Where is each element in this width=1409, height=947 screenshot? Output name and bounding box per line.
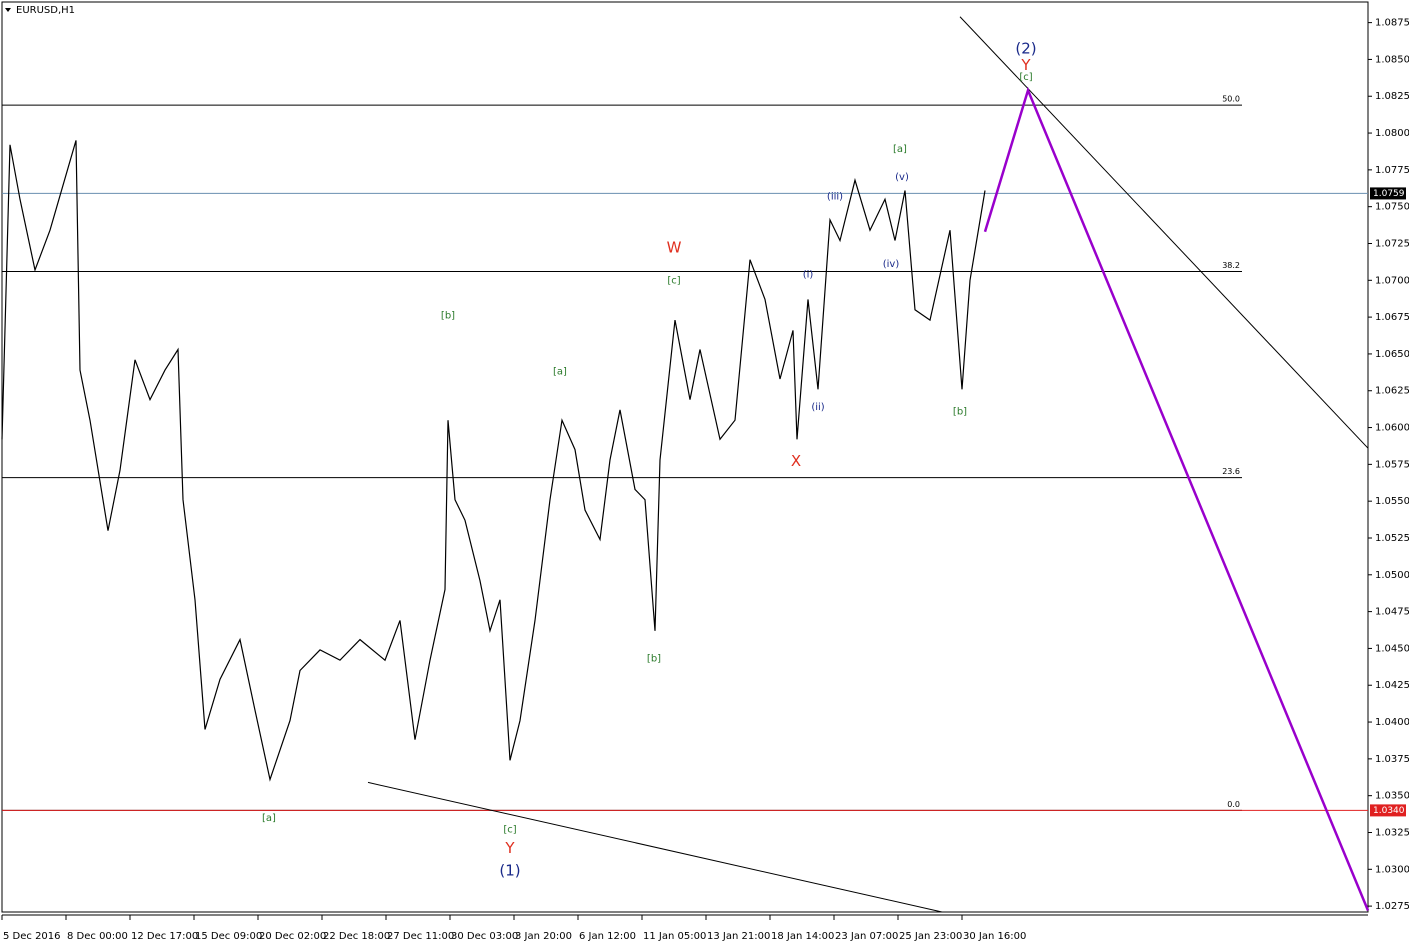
x-tick-label: 6 Jan 12:00 [579,931,636,942]
wave-label: Y [1020,56,1031,74]
x-tick-label: 25 Jan 23:00 [899,931,962,942]
wave-label: W [667,238,682,256]
y-tick-label: 1.0650 [1375,349,1409,360]
y-tick-label: 1.0325 [1375,827,1409,838]
wave-label: [c] [503,825,516,836]
plot-frame [1,1,1369,913]
y-tick-label: 1.0450 [1375,643,1409,654]
fib-label: 23.6 [1222,467,1240,476]
fib-label: 38.2 [1222,261,1240,270]
y-tick-label: 1.0875 [1375,18,1409,29]
y-tick-label: 1.0725 [1375,238,1409,249]
y-tick-label: 1.0475 [1375,607,1409,618]
current-price-label: 1.0759 [1373,189,1405,199]
y-tick-label: 1.0600 [1375,423,1409,434]
wave-label: [b] [953,406,967,417]
chart-title: EURUSD,H1 [16,5,75,16]
y-tick-label: 1.0675 [1375,312,1409,323]
x-tick-label: 18 Jan 14:00 [771,931,834,942]
wave-label: [a] [553,367,567,378]
wave-label: X [791,452,801,470]
x-tick-label: 13 Jan 21:00 [707,931,770,942]
menu-arrow [5,8,11,12]
y-tick-label: 1.0700 [1375,275,1409,286]
y-tick-label: 1.0275 [1375,901,1409,912]
x-tick-label: 3 Jan 20:00 [515,931,572,942]
wave-label: [c] [1019,72,1032,83]
y-tick-label: 1.0300 [1375,864,1409,875]
wave-label: [b] [647,654,661,665]
y-tick-label: 1.0750 [1375,202,1409,213]
price-box [1370,187,1406,200]
price-box [1370,804,1406,817]
x-tick-label: 5 Dec 2016 [3,931,61,942]
x-tick-label: 11 Jan 05:00 [643,931,706,942]
y-tick-label: 1.0350 [1375,791,1409,802]
y-tick-label: 1.0775 [1375,165,1409,176]
wave-label: Y [504,839,515,857]
x-tick-label: 23 Jan 07:00 [835,931,898,942]
y-tick-label: 1.0825 [1375,91,1409,102]
projection-line [983,86,1370,911]
y-tick-label: 1.0550 [1375,496,1409,507]
marked-price-label: 1.0340 [1373,806,1405,816]
wave-label: (v) [895,172,909,183]
trendline [367,781,943,913]
y-tick-label: 1.0500 [1375,570,1409,581]
wave-label: (ii) [811,402,824,413]
x-tick-label: 15 Dec 09:00 [195,931,262,942]
y-tick-label: 1.0625 [1375,386,1409,397]
x-tick-label: 30 Jan 16:00 [963,931,1026,942]
y-tick-label: 1.0800 [1375,128,1409,139]
y-tick-label: 1.0575 [1375,459,1409,470]
fib-label: 50.0 [1222,95,1240,104]
x-tick-label: 22 Dec 18:00 [323,931,390,942]
y-tick-label: 1.0525 [1375,533,1409,544]
x-tick-label: 20 Dec 02:00 [259,931,326,942]
x-tick-label: 8 Dec 00:00 [67,931,128,942]
y-tick-label: 1.0850 [1375,54,1409,65]
y-tick-label: 1.0400 [1375,717,1409,728]
wave-label: [a] [893,144,907,155]
y-tick-label: 1.0425 [1375,680,1409,691]
fib-label: 0.0 [1227,800,1240,809]
x-tick-label: 12 Dec 17:00 [131,931,198,942]
wave-label: [a] [262,813,276,824]
wave-label: [b] [441,311,455,322]
y-tick-label: 1.0375 [1375,754,1409,765]
price-line [1,140,986,782]
wave-label: (iii) [827,191,843,202]
wave-label: [c] [667,275,680,286]
x-tick-label: 27 Dec 11:00 [387,931,454,942]
x-tick-label: 30 Dec 03:00 [451,931,518,942]
wave-label: (1) [499,861,520,879]
wave-label: (2) [1015,40,1036,58]
wave-label: (iv) [883,259,900,270]
wave-label: (i) [803,269,814,280]
